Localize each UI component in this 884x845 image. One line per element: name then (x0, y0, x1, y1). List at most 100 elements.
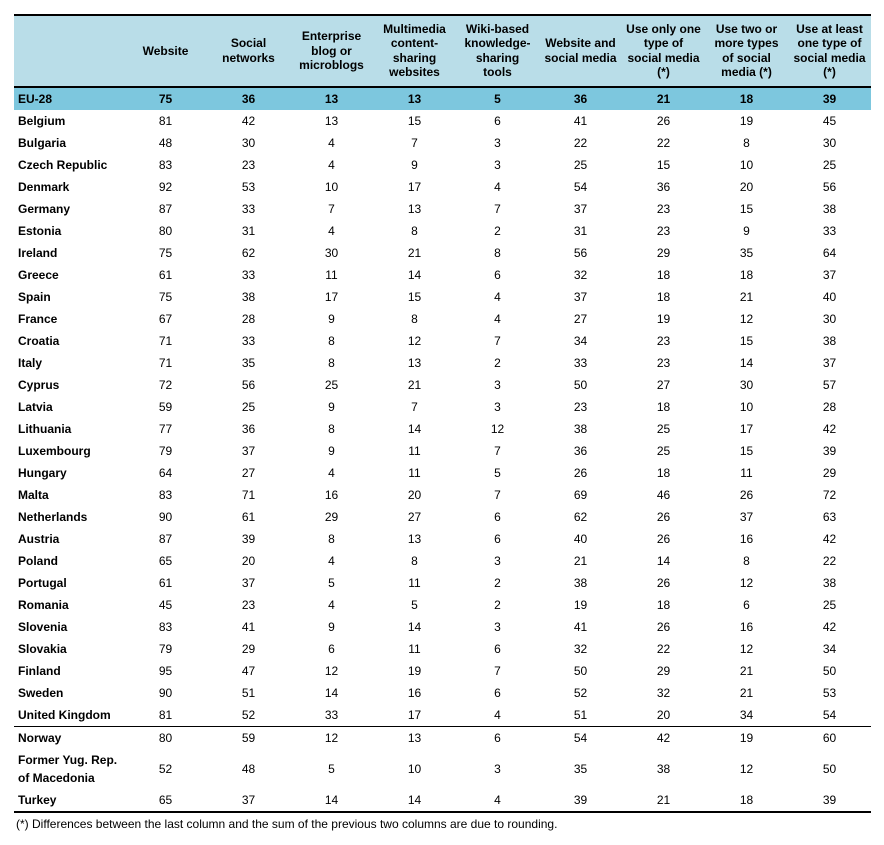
cell-value: 9 (290, 308, 373, 330)
cell-value: 42 (788, 418, 871, 440)
table-row: Denmark92531017454362056 (14, 176, 871, 198)
table-row: Slovakia7929611632221234 (14, 638, 871, 660)
cell-value: 62 (207, 242, 290, 264)
cell-value: 63 (788, 506, 871, 528)
cell-value: 56 (207, 374, 290, 396)
cell-value: 36 (622, 176, 705, 198)
row-label: Norway (14, 726, 124, 749)
cell-value: 14 (373, 616, 456, 638)
cell-value: 34 (539, 330, 622, 352)
cell-value: 18 (622, 594, 705, 616)
cell-value: 57 (788, 374, 871, 396)
cell-value: 83 (124, 154, 207, 176)
cell-value: 39 (539, 789, 622, 812)
cell-value: 37 (207, 440, 290, 462)
cell-value: 7 (373, 396, 456, 418)
cell-value: 29 (207, 638, 290, 660)
row-label: Czech Republic (14, 154, 124, 176)
row-label: Belgium (14, 110, 124, 132)
cell-value: 83 (124, 484, 207, 506)
cell-value: 15 (705, 330, 788, 352)
cell-value: 80 (124, 220, 207, 242)
cell-value: 5 (373, 594, 456, 616)
row-label: Sweden (14, 682, 124, 704)
cell-value: 56 (788, 176, 871, 198)
cell-value: 4 (290, 462, 373, 484)
cell-value: 11 (705, 462, 788, 484)
cell-value: 67 (124, 308, 207, 330)
cell-value: 21 (373, 374, 456, 396)
cell-value: 26 (622, 110, 705, 132)
table-row: Germany8733713737231538 (14, 198, 871, 220)
cell-value: 61 (124, 264, 207, 286)
cell-value: 59 (207, 726, 290, 749)
cell-value: 38 (539, 418, 622, 440)
cell-value: 14 (290, 682, 373, 704)
cell-value: 17 (373, 176, 456, 198)
cell-value: 30 (207, 132, 290, 154)
cell-value: 16 (705, 616, 788, 638)
cell-value: 20 (207, 550, 290, 572)
cell-value: 37 (788, 264, 871, 286)
cell-value: 15 (373, 110, 456, 132)
cell-value: 12 (705, 638, 788, 660)
cell-value: 36 (207, 87, 290, 110)
cell-value: 6 (456, 110, 539, 132)
cell-value: 12 (290, 726, 373, 749)
cell-value: 9 (290, 440, 373, 462)
cell-value: 21 (373, 242, 456, 264)
cell-value: 26 (622, 616, 705, 638)
cell-value: 14 (373, 789, 456, 812)
cell-value: 87 (124, 528, 207, 550)
cell-value: 12 (705, 308, 788, 330)
cell-value: 42 (622, 726, 705, 749)
cell-value: 23 (539, 396, 622, 418)
cell-value: 75 (124, 286, 207, 308)
table-row: Sweden90511416652322153 (14, 682, 871, 704)
cell-value: 62 (539, 506, 622, 528)
cell-value: 52 (124, 749, 207, 789)
cell-value: 28 (207, 308, 290, 330)
cell-value: 61 (207, 506, 290, 528)
cell-value: 81 (124, 110, 207, 132)
cell-value: 50 (539, 660, 622, 682)
cell-value: 50 (788, 749, 871, 789)
table-row: Slovenia8341914341261642 (14, 616, 871, 638)
cell-value: 32 (539, 264, 622, 286)
cell-value: 26 (705, 484, 788, 506)
data-table: Website Social networks Enterprise blog … (14, 14, 871, 813)
cell-value: 46 (622, 484, 705, 506)
cell-value: 6 (456, 528, 539, 550)
cell-value: 27 (622, 374, 705, 396)
table-row: Estonia80314823123933 (14, 220, 871, 242)
cell-value: 28 (788, 396, 871, 418)
cell-value: 13 (290, 87, 373, 110)
cell-value: 29 (622, 660, 705, 682)
table-row: Czech Republic832349325151025 (14, 154, 871, 176)
cell-value: 34 (788, 638, 871, 660)
cell-value: 38 (788, 572, 871, 594)
row-label: Cyprus (14, 374, 124, 396)
cell-value: 13 (290, 110, 373, 132)
cell-value: 79 (124, 440, 207, 462)
cell-value: 9 (290, 396, 373, 418)
row-label: Netherlands (14, 506, 124, 528)
row-label: Estonia (14, 220, 124, 242)
cell-value: 10 (290, 176, 373, 198)
col-header: Social networks (207, 15, 290, 87)
table-row: Hungary6427411526181129 (14, 462, 871, 484)
cell-value: 25 (290, 374, 373, 396)
col-header: Use at least one type of social media (*… (788, 15, 871, 87)
cell-value: 2 (456, 572, 539, 594)
cell-value: 10 (373, 749, 456, 789)
table-header: Website Social networks Enterprise blog … (14, 15, 871, 87)
cell-value: 77 (124, 418, 207, 440)
cell-value: 64 (788, 242, 871, 264)
cell-value: 38 (622, 749, 705, 789)
cell-value: 35 (207, 352, 290, 374)
cell-value: 53 (207, 176, 290, 198)
cell-value: 29 (290, 506, 373, 528)
cell-value: 41 (539, 616, 622, 638)
cell-value: 27 (207, 462, 290, 484)
cell-value: 6 (456, 506, 539, 528)
